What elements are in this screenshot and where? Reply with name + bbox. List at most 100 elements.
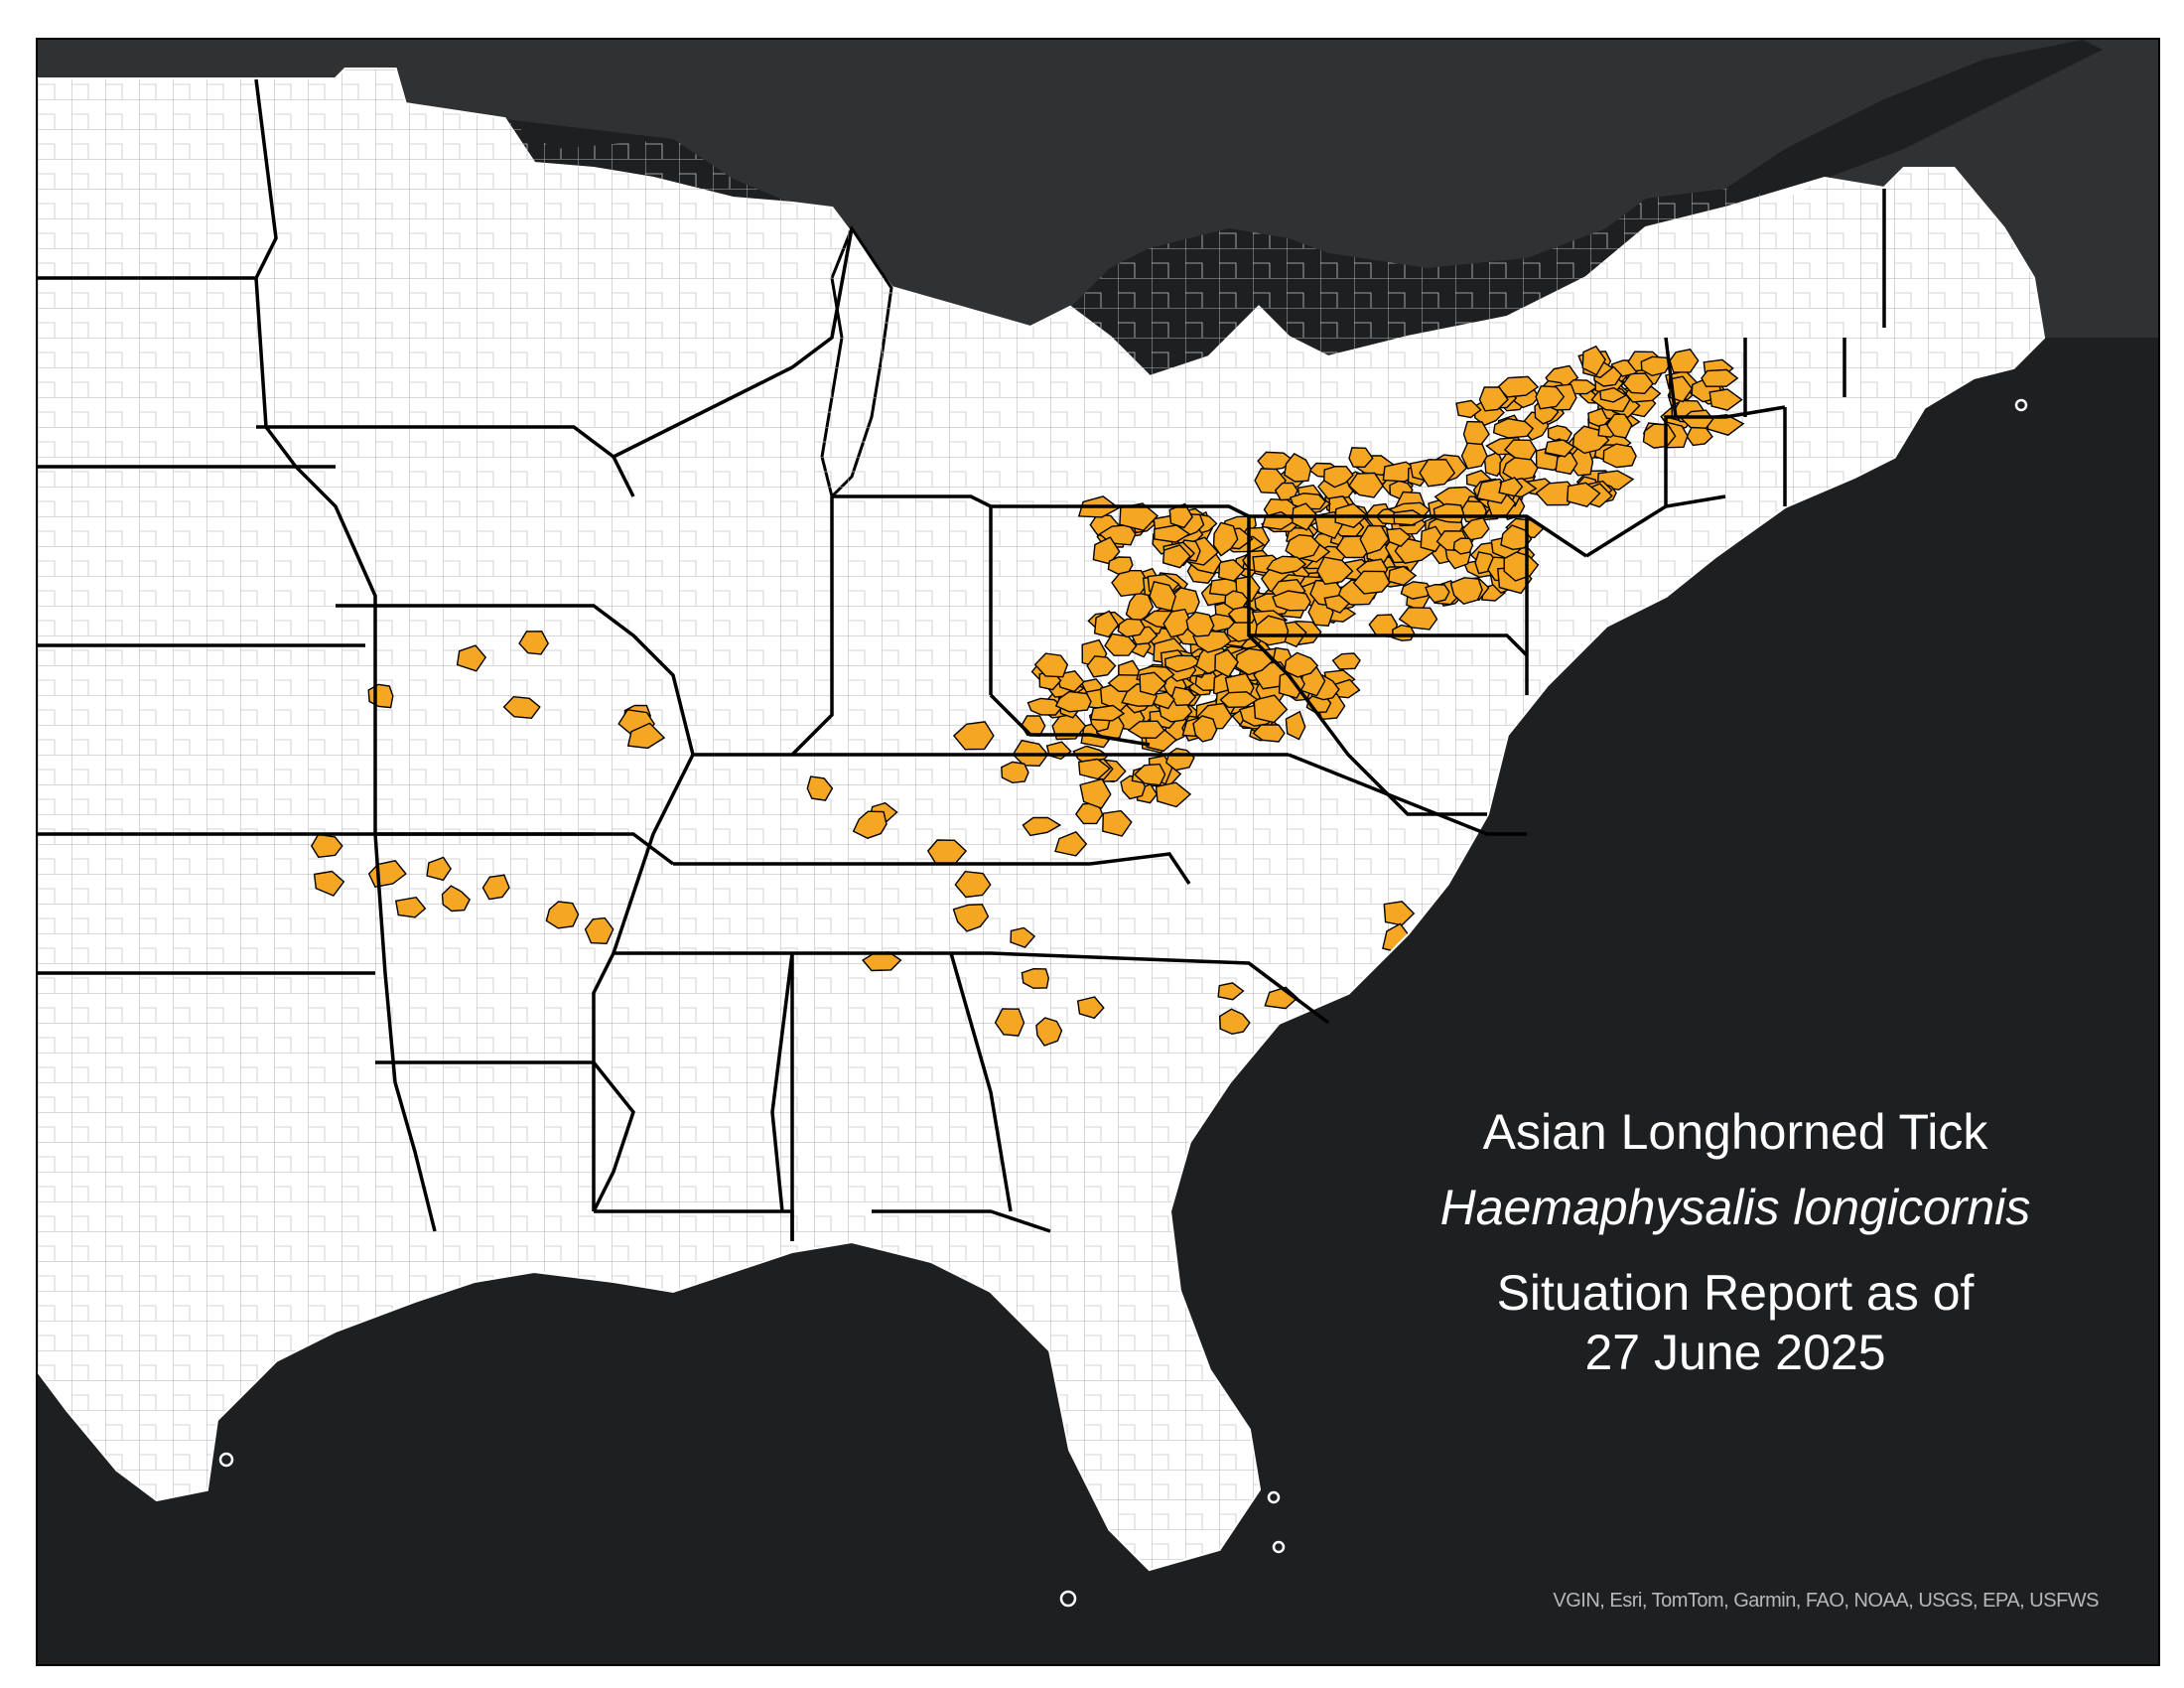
detection-county (1452, 537, 1474, 555)
detection-county (1089, 704, 1126, 722)
map-credits: VGIN, Esri, TomTom, Garmin, FAO, NOAA, U… (1553, 1590, 2099, 1612)
detection-county (1127, 720, 1165, 740)
detection-county (1022, 816, 1062, 837)
detection-county (1149, 580, 1176, 612)
detection-county (1252, 724, 1286, 743)
detection-county (584, 916, 614, 945)
detection-county (502, 695, 541, 720)
detection-county (806, 775, 834, 801)
detection-county (1077, 758, 1112, 780)
map-report-line-1: Situation Report as of (1496, 1265, 1975, 1321)
detection-county (1478, 386, 1509, 412)
map-species: Haemaphysalis longicornis (1439, 1180, 2031, 1235)
detection-county (1433, 502, 1465, 524)
detection-county (852, 810, 887, 839)
detection-county (1419, 459, 1456, 488)
detection-county (1093, 610, 1120, 638)
detection-county (1218, 1008, 1251, 1036)
map-frame: Asian Longhorned Tick Haemaphysalis long… (36, 38, 2160, 1666)
island (1272, 1540, 1286, 1554)
detection-county (1460, 442, 1488, 470)
detection-county (1500, 524, 1533, 551)
detection-county (1133, 763, 1166, 786)
detection-county (1035, 1017, 1063, 1047)
detection-county (1400, 581, 1433, 600)
detection-county (952, 904, 990, 932)
detection-county (1398, 607, 1438, 631)
st-lawrence (1606, 40, 2103, 228)
detection-county (1352, 570, 1391, 595)
detection-county (626, 722, 666, 750)
detection-county (1111, 570, 1150, 598)
detection-county (1316, 556, 1354, 586)
detection-county (1285, 710, 1306, 741)
detection-county (1161, 544, 1191, 569)
detection-county (1535, 385, 1566, 410)
detection-county (1102, 809, 1133, 837)
map-title: Asian Longhorned Tick (1482, 1104, 1988, 1160)
detection-county (1254, 615, 1290, 646)
detection-county (1079, 777, 1112, 809)
detection-county (1388, 565, 1418, 587)
detection-county (1605, 413, 1633, 439)
map-canvas[interactable] (38, 40, 2158, 1664)
detection-county (1383, 901, 1416, 926)
detection-county (1701, 368, 1739, 387)
detection-county (1253, 694, 1289, 724)
detection-county (1076, 996, 1105, 1020)
detection-county (1192, 715, 1218, 743)
detection-county (1224, 590, 1249, 611)
detection-county (1455, 399, 1482, 419)
state-boundaries (38, 78, 1886, 1241)
detection-county (1386, 527, 1412, 548)
detection-county (394, 896, 427, 918)
detection-county (1492, 417, 1535, 439)
detection-county (1107, 556, 1134, 575)
detection-county (518, 631, 550, 655)
detection-county (1425, 583, 1450, 604)
detection-county (1451, 1022, 1483, 1044)
detection-county (1026, 697, 1063, 716)
detection-county (1602, 443, 1637, 469)
detection-county (1139, 671, 1167, 696)
island (2014, 398, 2028, 412)
detection-county (1054, 830, 1088, 857)
detection-county (1033, 652, 1069, 678)
detection-county (1217, 982, 1245, 1001)
detection-county (1599, 386, 1628, 403)
detection-county (1348, 447, 1374, 469)
detection-county (1417, 1008, 1456, 1035)
detection-county (1154, 524, 1191, 543)
detection-county (1257, 451, 1296, 472)
detection-county (1681, 409, 1714, 429)
detection-county (441, 885, 471, 913)
island (1059, 1590, 1077, 1608)
detection-county (1284, 651, 1319, 678)
detection-county (1581, 345, 1606, 376)
detection-county (1449, 577, 1483, 605)
detection-county (1117, 618, 1146, 638)
detection-county (1001, 761, 1029, 784)
detection-county (1708, 388, 1743, 411)
detection-county (1503, 439, 1538, 461)
detection-county (1544, 439, 1575, 458)
detection-county (954, 870, 992, 899)
detection-county (1420, 525, 1444, 553)
detection-county (1322, 465, 1354, 489)
map-title-block: Asian Longhorned Tick Haemaphysalis long… (1358, 1102, 2113, 1382)
detection-county (1163, 654, 1202, 673)
detection-county (1010, 926, 1036, 948)
detection-county (1185, 611, 1215, 637)
detection-county (1162, 608, 1193, 638)
detection-county (1021, 967, 1050, 989)
detection-county (1668, 375, 1694, 403)
detection-county (1086, 655, 1117, 678)
detection-county (1272, 590, 1311, 612)
detection-county (1155, 781, 1192, 808)
island (1267, 1490, 1281, 1504)
detection-county (456, 644, 487, 672)
detection-county (1284, 453, 1312, 483)
detection-county (1054, 690, 1092, 713)
detection-county (1640, 355, 1670, 377)
detection-county (481, 874, 510, 901)
